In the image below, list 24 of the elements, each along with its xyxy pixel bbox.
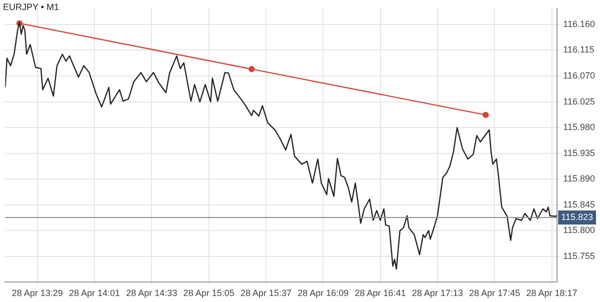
point xyxy=(482,112,489,118)
y-tick-label: 115.800 xyxy=(563,225,596,236)
x-tick-label: 28 Apr 17:45 xyxy=(469,288,520,298)
y-tick-label: 116.025 xyxy=(563,96,596,106)
x-tick-label: 28 Apr 16:09 xyxy=(298,288,349,298)
x-tick-label: 28 Apr 15:37 xyxy=(240,288,292,298)
x-tick-label: 28 Apr 17:13 xyxy=(412,288,463,298)
point xyxy=(248,66,255,72)
y-tick-label: 116.070 xyxy=(563,70,596,80)
y-tick-label: 116.160 xyxy=(563,18,596,29)
x-tick-label: 28 Apr 18:17 xyxy=(526,288,578,298)
x-tick-label: 28 Apr 16:41 xyxy=(354,288,406,298)
chart-title: EURJPY • M1 xyxy=(3,2,59,12)
x-tick-label: 28 Apr 13:29 xyxy=(12,288,63,298)
y-tick-label: 115.755 xyxy=(563,250,596,261)
y-tick-label: 116.115 xyxy=(563,44,594,55)
x-tick-label: 28 Apr 14:01 xyxy=(68,288,120,298)
x-tick-label: 28 Apr 15:05 xyxy=(183,288,234,298)
y-tick-label: 115.980 xyxy=(563,122,596,132)
x-tick-label: 28 Apr 14:33 xyxy=(126,288,178,298)
ref-line-label: 115.823 xyxy=(561,212,594,222)
y-tick-label: 115.845 xyxy=(563,199,596,210)
y-tick-label: 115.890 xyxy=(563,174,596,184)
y-tick-label: 115.935 xyxy=(563,148,596,158)
